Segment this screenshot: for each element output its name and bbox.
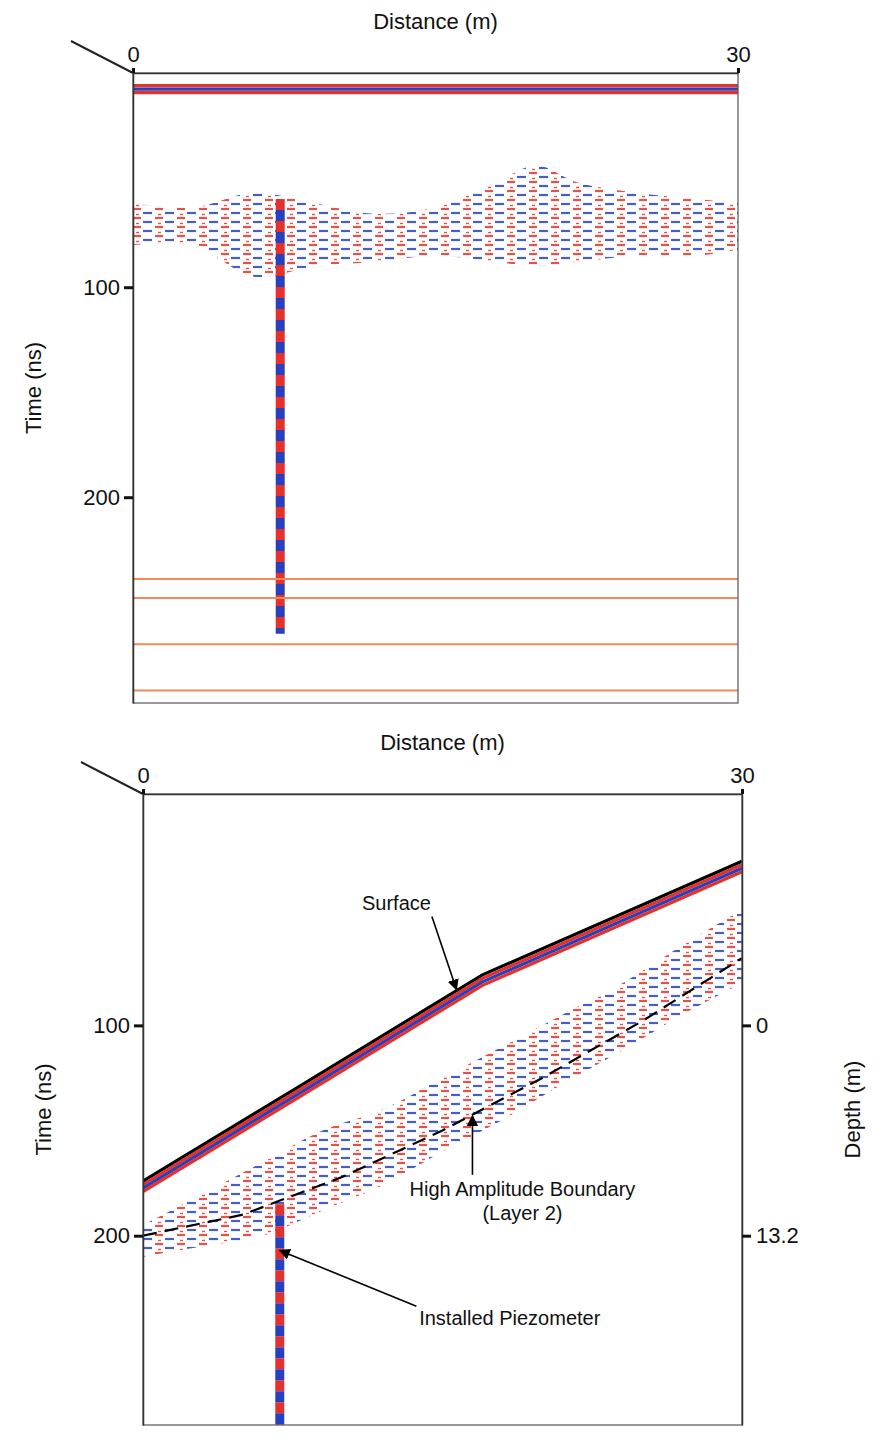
y2-axis-tick: 0 xyxy=(742,1013,768,1038)
x-axis: 0 30 xyxy=(137,763,754,795)
x-axis-title: Distance (m) xyxy=(380,730,505,755)
y2-axis-tick-label: 13.2 xyxy=(756,1223,799,1248)
x-axis-tick: 30 xyxy=(726,42,750,73)
x-axis: 0 30 xyxy=(127,42,750,74)
plot-area xyxy=(143,861,742,1425)
y-axis-tick: 200 xyxy=(93,1223,143,1248)
x-axis-tick-label: 0 xyxy=(127,42,139,67)
corner-line xyxy=(71,41,133,73)
y-axis: 100 200 xyxy=(83,74,133,704)
trace-line xyxy=(133,84,738,87)
annotation-line: High Amplitude Boundary xyxy=(410,1178,636,1200)
trace-line xyxy=(133,643,738,645)
y2-axis-tick-mark xyxy=(742,1024,751,1027)
y-axis-tick-mark xyxy=(134,1024,143,1027)
y-axis-tick-label: 200 xyxy=(83,485,120,510)
y-axis-title: Time (ns) xyxy=(21,342,46,434)
y-axis-tick: 200 xyxy=(83,485,133,510)
x-axis-tick-mark xyxy=(142,789,145,794)
annotation-line: Installed Piezometer xyxy=(419,1307,601,1329)
trace-line xyxy=(143,872,742,1192)
x-axis-title: Distance (m) xyxy=(373,9,498,34)
figure: 0 30 Distance (m) 100 200 Time (ns) 0 30 Distanc… xyxy=(0,0,884,1441)
y-axis-line xyxy=(143,795,145,1426)
x-axis-tick-mark xyxy=(132,68,135,73)
x-axis-line xyxy=(144,794,743,796)
trace-line xyxy=(276,199,285,634)
corner-line xyxy=(81,762,143,794)
annotation-arrow xyxy=(280,1250,417,1306)
trace-line xyxy=(133,578,738,580)
panel: 030Distance (m)100200Time (ns)013.2Depth… xyxy=(31,730,865,1426)
trace-line xyxy=(275,1204,284,1425)
trace-line xyxy=(143,958,742,1236)
trace-line xyxy=(276,199,285,634)
trace-line xyxy=(143,868,742,1188)
y-axis-tick-label: 100 xyxy=(93,1013,130,1038)
trace-line xyxy=(275,1204,284,1425)
frame xyxy=(143,794,742,1425)
x-axis-line xyxy=(134,73,739,75)
y2-axis-line xyxy=(742,795,744,1426)
annotation: Installed Piezometer xyxy=(419,1307,601,1329)
y2-axis-title: Depth (m) xyxy=(840,1061,865,1159)
x-axis-tick-label: 0 xyxy=(137,763,149,788)
annotation-line: (Layer 2) xyxy=(482,1202,562,1224)
x-axis-tick-mark xyxy=(741,789,744,794)
panel: 0 30 Distance (m) 100 200 Time (ns) xyxy=(21,9,751,704)
x-axis-tick: 30 xyxy=(730,763,754,794)
trace-line xyxy=(133,689,738,691)
x-axis-tick-label: 30 xyxy=(726,42,750,67)
x-axis-tick-mark xyxy=(737,68,740,73)
y-axis-tick: 100 xyxy=(93,1013,143,1038)
y-axis-tick-mark xyxy=(124,496,133,499)
annotation-line: Surface xyxy=(362,892,431,914)
y2-axis-tick-mark xyxy=(742,1235,751,1238)
y-axis-tick-mark xyxy=(134,1235,143,1238)
reflection-zone xyxy=(133,165,738,277)
reflection-zone xyxy=(143,910,742,1257)
trace-line xyxy=(133,597,738,599)
annotation-arrow xyxy=(472,1116,474,1175)
x-axis-tick-label: 30 xyxy=(730,763,754,788)
y-axis-title: Time (ns) xyxy=(31,1063,56,1155)
y-axis-tick-label: 200 xyxy=(93,1223,130,1248)
y-axis: 100 200 xyxy=(93,795,143,1426)
y2-axis-tick-label: 0 xyxy=(756,1013,768,1038)
y-axis-tick: 100 xyxy=(83,275,133,300)
y-axis-tick-mark xyxy=(124,286,133,289)
y-axis-tick-label: 100 xyxy=(83,275,120,300)
x-axis-tick: 0 xyxy=(137,763,149,794)
annotation: High Amplitude Boundary(Layer 2) xyxy=(410,1178,636,1224)
y2-axis: 013.2 xyxy=(742,795,799,1426)
frame xyxy=(133,73,738,703)
y-axis-line xyxy=(133,74,135,704)
x-axis-tick: 0 xyxy=(127,42,139,73)
trace-line xyxy=(133,91,738,94)
plot-area xyxy=(133,86,738,691)
annotation-arrow xyxy=(432,916,457,989)
trace-line xyxy=(133,87,738,90)
annotation: Surface xyxy=(362,892,431,914)
y2-axis-tick: 13.2 xyxy=(742,1223,799,1248)
